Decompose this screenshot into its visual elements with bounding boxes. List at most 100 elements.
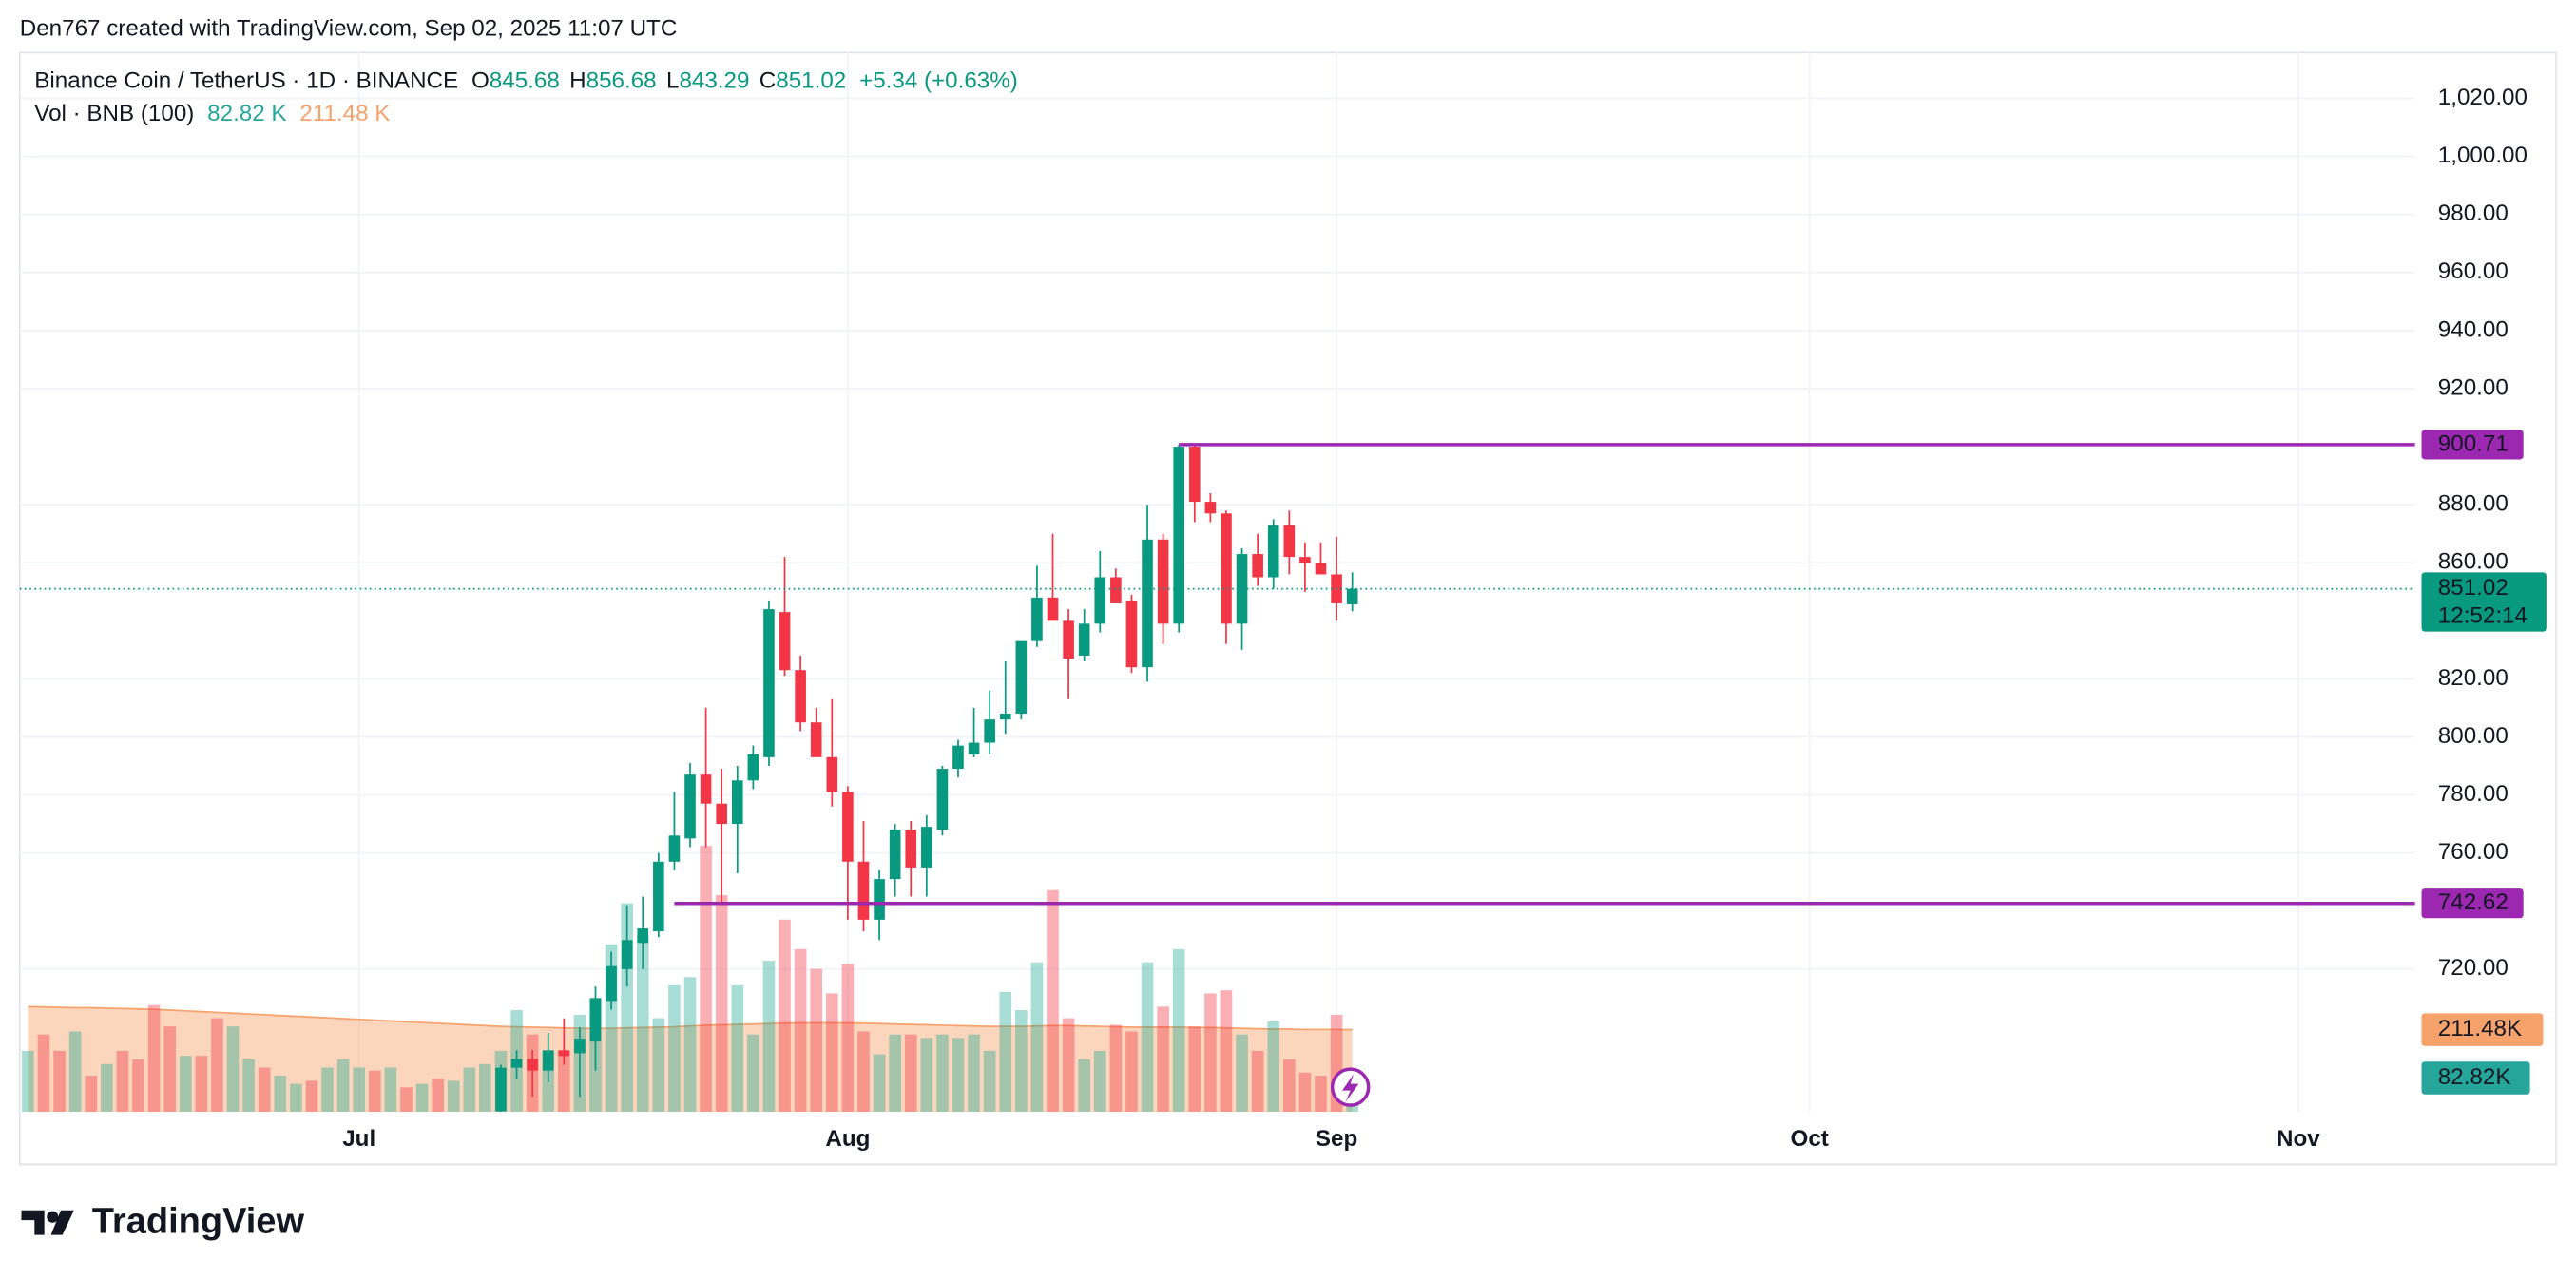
- candle-body: [1094, 577, 1106, 624]
- candle-body: [731, 780, 743, 825]
- volume-bar: [904, 1034, 917, 1113]
- candle-body: [1015, 640, 1028, 715]
- candle-body: [589, 998, 602, 1042]
- candle-body: [621, 940, 633, 969]
- volume-name: Vol · BNB (100): [34, 101, 194, 126]
- level-label: 742.62: [2438, 889, 2509, 915]
- volume-bar: [1141, 962, 1154, 1113]
- volume-bar: [1172, 948, 1185, 1113]
- candle-body: [889, 830, 901, 880]
- volume-bar: [652, 1018, 665, 1113]
- volume-bar: [1204, 993, 1217, 1113]
- candle-body: [952, 745, 964, 770]
- volume-bar: [290, 1083, 302, 1113]
- volume-bar: [1062, 1018, 1075, 1113]
- overlay: 720.00 760.00 780.00 800.00 820.00 860.00 880.…: [19, 85, 2547, 1152]
- volume-bar: [1047, 889, 1059, 1113]
- candle-body: [779, 612, 791, 671]
- volume-bar: [1078, 1059, 1090, 1113]
- volume-bar: [873, 1054, 886, 1113]
- volume-bar: [779, 919, 791, 1113]
- chart-frame: [18, 51, 2558, 1166]
- volume-bar: [968, 1034, 980, 1113]
- high-value: 856.68: [586, 68, 657, 94]
- volume-bar: [794, 948, 807, 1113]
- y-tick-label: 780.00: [2438, 781, 2509, 807]
- header-text: Den767 created with TradingView.com, Sep…: [20, 16, 678, 42]
- volume-bar: [825, 993, 838, 1113]
- y-tick-label: 1,000.00: [2438, 143, 2528, 168]
- candle-body: [1283, 525, 1296, 558]
- candle-body: [874, 879, 885, 920]
- legend-main: Binance Coin / TetherUS · 1D · BINANCE O8…: [34, 68, 1018, 94]
- volume-value: 82.82 K: [207, 101, 286, 126]
- volume-bar: [163, 1026, 176, 1113]
- candle-body: [1157, 539, 1169, 624]
- volume-bar: [668, 984, 681, 1113]
- volume-bar: [37, 1034, 50, 1113]
- candle-body: [558, 1050, 570, 1057]
- volume-ma-label-box: [2421, 1013, 2544, 1046]
- candle-body: [684, 774, 696, 839]
- y-tick-label: 940.00: [2438, 316, 2509, 342]
- x-tick-label: Aug: [825, 1126, 870, 1152]
- volume-bar: [715, 895, 728, 1113]
- volume-bar: [147, 1004, 161, 1113]
- volume-ma-label: 211.48K: [2438, 1016, 2522, 1041]
- volume-bar: [1283, 1059, 1296, 1113]
- volume-bar: [274, 1076, 287, 1113]
- candle-body: [668, 835, 681, 862]
- candle-body: [637, 928, 649, 944]
- volume-bar: [1267, 1021, 1280, 1113]
- level-label-box: [2421, 430, 2524, 460]
- plot: [22, 444, 1358, 1113]
- volume-bar: [683, 977, 697, 1113]
- volume-bar: [558, 1050, 570, 1113]
- volume-bar: [116, 1050, 129, 1113]
- volume-label-box: [2421, 1061, 2530, 1095]
- candle-body: [810, 722, 822, 757]
- symbol-title: Binance Coin / TetherUS · 1D · BINANCE: [34, 68, 458, 94]
- candle-body: [527, 1059, 538, 1071]
- x-tick-label: Oct: [1791, 1126, 1829, 1152]
- candle-body: [842, 792, 854, 862]
- candle-body: [763, 609, 775, 757]
- candle-body: [747, 754, 759, 781]
- y-tick-label: 1,020.00: [2438, 85, 2528, 110]
- volume-bar: [700, 846, 712, 1113]
- candle-body: [1236, 554, 1248, 624]
- y-tick-label: 860.00: [2438, 549, 2509, 575]
- volume-bar: [53, 1050, 66, 1113]
- volume-bar: [132, 1059, 144, 1113]
- level-label-box: [2421, 888, 2524, 919]
- volume-bar: [999, 991, 1012, 1113]
- candle-body: [700, 774, 712, 804]
- volume-bar: [321, 1067, 334, 1113]
- change: +5.34 (+0.63%): [859, 68, 1018, 94]
- volume-ma-value: 211.48 K: [299, 101, 390, 126]
- candle-body: [936, 769, 949, 830]
- volume-bar: [1125, 1031, 1138, 1113]
- volume-bar: [1251, 1050, 1264, 1113]
- candle-body: [999, 714, 1011, 720]
- candle-body: [984, 719, 995, 743]
- level-label: 900.71: [2438, 430, 2509, 456]
- volume-bar: [1030, 962, 1044, 1113]
- candle-body: [1110, 577, 1122, 603]
- volume-bar: [1220, 990, 1233, 1113]
- candle-body: [606, 965, 617, 1002]
- volume-bar: [305, 1080, 318, 1113]
- candle-body: [542, 1050, 554, 1071]
- candle-body: [826, 756, 838, 792]
- volume-bar: [258, 1067, 271, 1113]
- low-value: 843.29: [679, 68, 749, 94]
- volume-bar: [384, 1067, 397, 1113]
- volume-bar: [242, 1059, 255, 1113]
- candle-body: [1252, 554, 1263, 578]
- volume-bar: [353, 1067, 366, 1113]
- candle-body: [510, 1059, 523, 1068]
- volume-bar: [463, 1067, 476, 1113]
- y-tick-label: 960.00: [2438, 258, 2509, 284]
- volume-bar: [810, 968, 823, 1113]
